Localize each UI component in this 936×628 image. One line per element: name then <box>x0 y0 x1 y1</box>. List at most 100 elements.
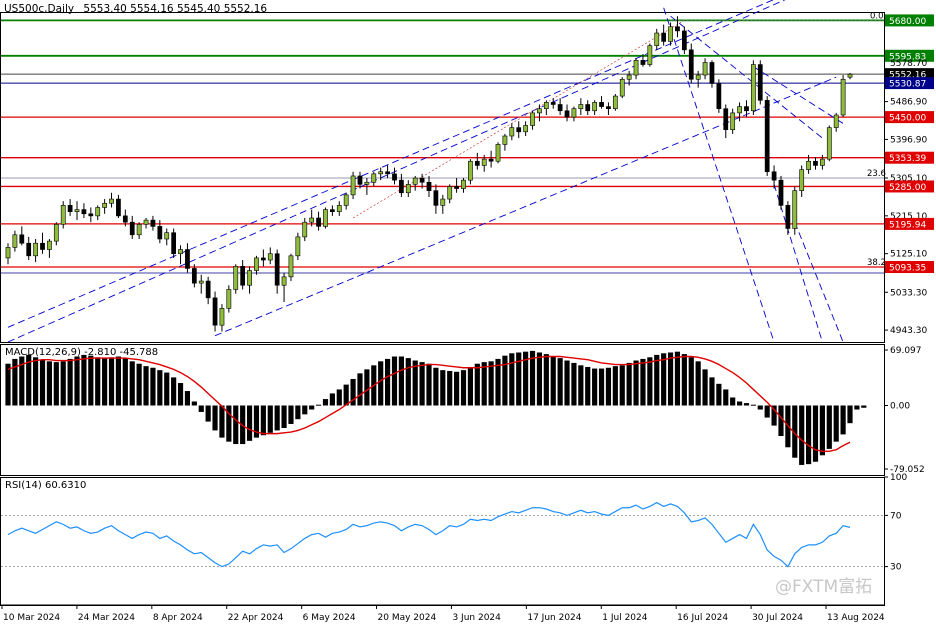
macd-bar <box>129 361 135 406</box>
candle-body <box>468 160 473 181</box>
candle-body <box>419 177 425 183</box>
x-tick-label: 6 May 2024 <box>303 613 356 623</box>
macd-bar <box>529 350 536 406</box>
candle-body <box>688 49 694 80</box>
rsi-group: 100 70 30 <box>1 473 907 573</box>
candle <box>226 285 232 313</box>
candle <box>5 243 11 265</box>
candle-body <box>785 205 791 229</box>
candle <box>12 230 18 252</box>
candle-body <box>392 173 397 181</box>
macd-bar <box>60 361 66 406</box>
candle-body <box>681 30 687 51</box>
candle <box>157 220 163 244</box>
macd-bar <box>840 405 846 435</box>
macd-bar <box>122 358 128 406</box>
macd-bar <box>771 405 777 426</box>
candle-body <box>385 171 390 175</box>
candle <box>523 121 528 137</box>
candle-body <box>171 232 177 255</box>
candle-body <box>143 219 149 225</box>
macd-bar <box>405 358 411 406</box>
candle-body <box>226 289 232 309</box>
x-tick-label: 30 Jul 2024 <box>752 613 803 623</box>
macd-bar <box>557 358 563 406</box>
candle-body <box>412 177 418 185</box>
macd-bar <box>12 358 18 406</box>
candle <box>33 239 38 263</box>
candle <box>371 171 377 187</box>
candle <box>661 24 667 46</box>
macd-bar <box>246 405 253 441</box>
candle <box>826 125 832 162</box>
rsi-pane <box>0 477 885 606</box>
candle-body <box>599 102 604 107</box>
candle-body <box>47 240 52 250</box>
candle-body <box>378 171 384 175</box>
candle <box>820 154 825 170</box>
rsi-tick-label: 30 <box>890 563 902 573</box>
candle <box>654 28 660 50</box>
candle-body <box>530 112 535 126</box>
price-tag-label: 5595.83 <box>889 52 926 62</box>
candle <box>260 249 266 267</box>
candle <box>40 232 45 254</box>
macd-bar <box>633 360 639 406</box>
macd-bar <box>322 399 329 406</box>
macd-bar <box>792 405 798 458</box>
candle <box>399 173 404 197</box>
price-tag-5530.87 <box>885 77 934 90</box>
macd-bar <box>419 362 425 406</box>
candle-body <box>267 253 273 261</box>
candle-body <box>668 26 673 42</box>
candle <box>709 60 715 88</box>
macd-bar <box>226 405 232 442</box>
macd-bar <box>426 363 432 406</box>
candle <box>757 60 763 105</box>
candle <box>612 93 618 111</box>
macd-bar <box>847 405 853 424</box>
macd-bar <box>667 352 674 406</box>
macd-bar <box>833 405 839 442</box>
candle-body <box>185 249 190 269</box>
macd-bar <box>661 353 667 406</box>
candle <box>592 100 598 115</box>
candle <box>343 192 349 210</box>
candle-body <box>454 186 459 189</box>
candle <box>695 70 701 88</box>
candle-body <box>799 169 805 191</box>
macd-bar <box>33 357 39 406</box>
macd-bar <box>688 357 694 406</box>
macd-bar <box>157 370 163 406</box>
candle <box>633 58 639 80</box>
candle-body <box>592 102 598 112</box>
candle <box>785 201 791 235</box>
candle <box>419 173 425 189</box>
price-tag-5195.94 <box>885 217 934 230</box>
macd-bar <box>474 363 480 406</box>
candle-body <box>357 175 363 185</box>
candle-body <box>640 60 646 65</box>
price-tag-label: 5552.16 <box>889 71 926 81</box>
macd-bar <box>102 358 108 406</box>
candle-body <box>606 106 611 109</box>
macd-signal-line <box>7 355 851 452</box>
macd-bar <box>191 401 197 406</box>
candle <box>675 16 680 38</box>
fan-line-1 <box>663 7 775 343</box>
x-tick-label: 8 Apr 2024 <box>153 613 203 623</box>
candle-body <box>302 221 308 238</box>
macd-bar <box>598 368 605 406</box>
macd-bar <box>592 368 598 406</box>
candle <box>799 165 805 197</box>
candle-body <box>95 207 101 217</box>
macd-bar <box>764 405 770 418</box>
macd-tick-label: 0.00 <box>890 402 910 412</box>
macd-bar <box>564 360 570 406</box>
candle-body <box>509 127 515 137</box>
candle <box>191 264 197 288</box>
candle <box>557 98 563 115</box>
candle-body <box>343 194 349 206</box>
macd-bar <box>716 383 722 406</box>
candle-body <box>371 173 377 183</box>
